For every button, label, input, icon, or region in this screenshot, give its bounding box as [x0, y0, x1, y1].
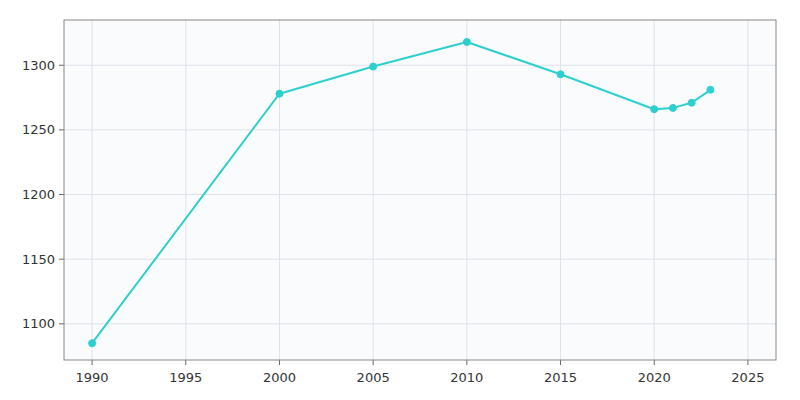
data-layer	[89, 38, 714, 346]
y-tick	[59, 194, 64, 195]
x-grid-line	[747, 20, 748, 360]
y-tick	[59, 65, 64, 66]
x-grid-line	[654, 20, 655, 360]
line	[92, 42, 710, 343]
x-tick	[373, 360, 374, 365]
x-tick	[185, 360, 186, 365]
plot-area	[64, 20, 776, 360]
x-tick	[279, 360, 280, 365]
y-tick-label: 1250	[22, 122, 55, 137]
x-tick	[92, 360, 93, 365]
y-tick-label: 1200	[22, 187, 55, 202]
point	[669, 104, 676, 111]
x-grid-line	[185, 20, 186, 360]
x-tick	[654, 360, 655, 365]
y-tick-label: 1300	[22, 58, 55, 73]
point	[89, 340, 96, 347]
point	[651, 106, 658, 113]
x-tick-label: 2000	[263, 370, 296, 385]
axes: 1990 1995 2000 2005 2010 2015 2020 2025 1100 1150…	[22, 20, 776, 385]
point	[707, 86, 714, 93]
x-tick-label: 2010	[450, 370, 483, 385]
x-grid-line	[92, 20, 93, 360]
x-tick	[560, 360, 561, 365]
y-grid-line	[64, 65, 776, 66]
y-tick	[59, 129, 64, 130]
x-grid-line	[373, 20, 374, 360]
y-grid-line	[64, 323, 776, 324]
chart-container: 1990 1995 2000 2005 2010 2015 2020 2025 1100 1150…	[0, 0, 800, 400]
y-grid-line	[64, 194, 776, 195]
x-tick	[466, 360, 467, 365]
y-grid-line	[64, 129, 776, 130]
x-tick-label: 2020	[638, 370, 671, 385]
point	[370, 63, 377, 70]
x-grid-line	[466, 20, 467, 360]
plot-frame	[64, 20, 776, 360]
point	[276, 90, 283, 97]
x-tick-label: 1995	[169, 370, 202, 385]
point	[688, 99, 695, 106]
y-tick	[59, 323, 64, 324]
y-tick-label: 1150	[22, 252, 55, 267]
y-tick	[59, 259, 64, 260]
y-tick-label: 1100	[22, 316, 55, 331]
grid	[64, 20, 776, 360]
y-grid-line	[64, 259, 776, 260]
point	[463, 38, 470, 45]
x-tick-label: 2025	[731, 370, 764, 385]
point	[557, 71, 564, 78]
x-tick-label: 2015	[544, 370, 577, 385]
x-tick	[747, 360, 748, 365]
x-grid-line	[279, 20, 280, 360]
chart: 1990 1995 2000 2005 2010 2015 2020 2025 1100 1150…	[0, 0, 800, 400]
x-tick-label: 2005	[357, 370, 390, 385]
x-tick-label: 1990	[76, 370, 109, 385]
